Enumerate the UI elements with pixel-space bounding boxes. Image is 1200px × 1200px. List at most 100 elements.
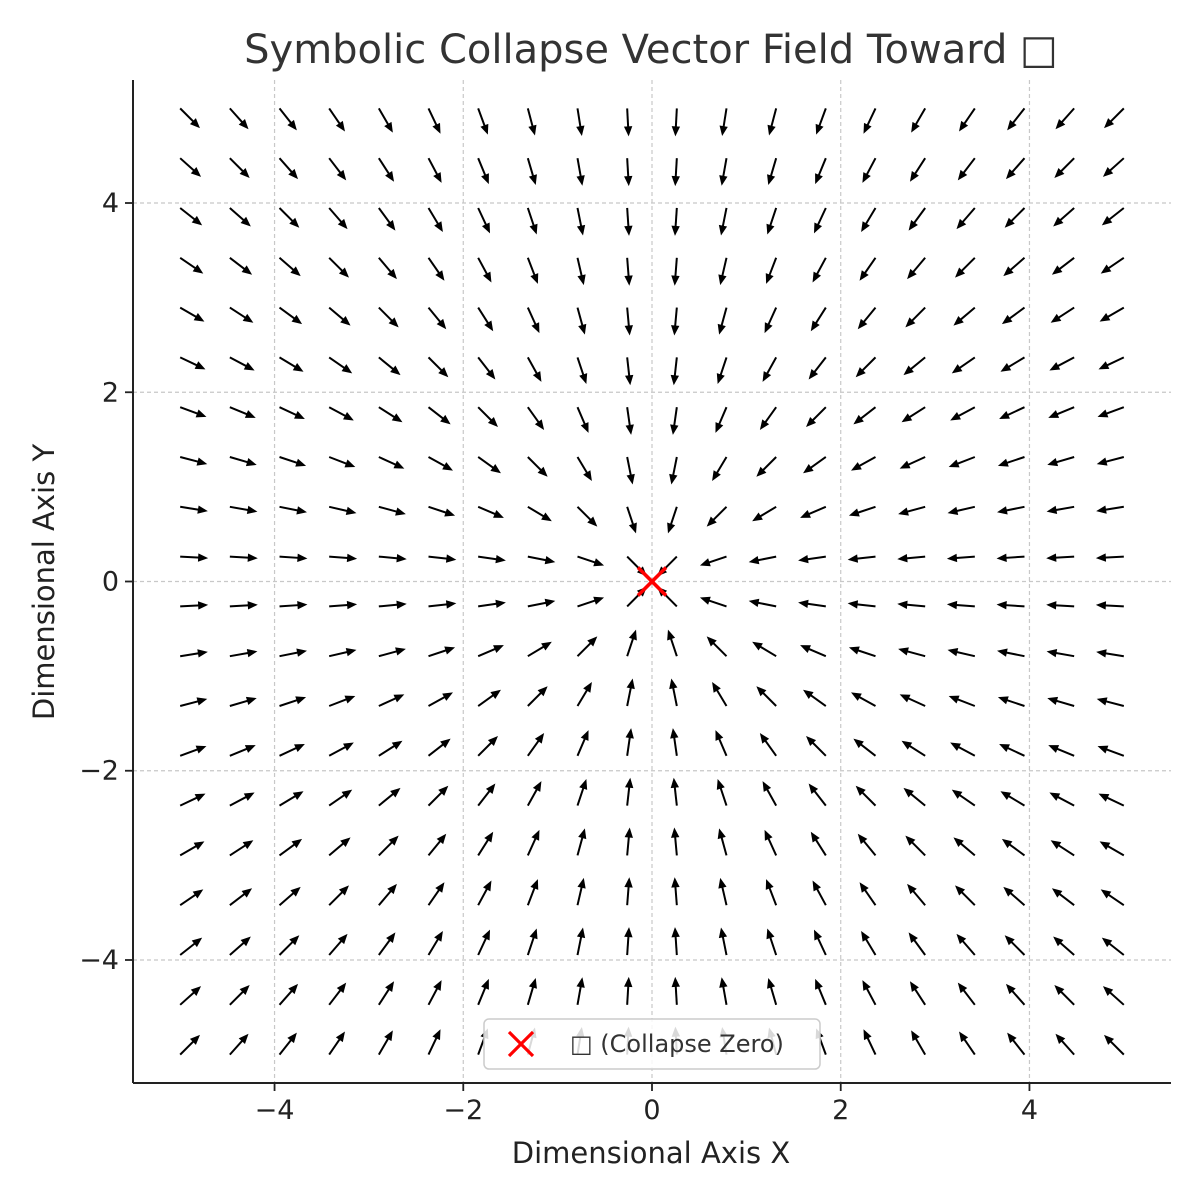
field-arrow (997, 648, 1025, 658)
field-arrow (378, 406, 403, 423)
field-arrow (328, 695, 356, 707)
field-arrow (671, 827, 680, 856)
field-arrow (427, 157, 442, 183)
field-arrow (179, 986, 202, 1006)
field-arrow (378, 647, 406, 658)
field-arrow (179, 356, 206, 370)
field-arrow (808, 356, 827, 380)
field-arrow (1004, 935, 1026, 956)
field-arrow (764, 307, 778, 334)
y-tick-label: 0 (102, 567, 119, 598)
field-arrow (1100, 256, 1125, 274)
field-arrow (427, 406, 451, 425)
field-arrow (671, 877, 680, 906)
field-arrow (477, 356, 496, 380)
field-arrow (1096, 697, 1125, 707)
field-arrow (624, 357, 634, 386)
field-arrow (756, 456, 777, 477)
field-arrow (715, 406, 728, 433)
field-arrow (576, 207, 586, 236)
field-arrow (328, 885, 349, 906)
field-arrow (1048, 745, 1075, 757)
field-arrow (576, 158, 585, 186)
field-arrow (328, 789, 353, 807)
field-arrow (813, 929, 827, 956)
field-arrow (378, 981, 395, 1006)
field-arrow (279, 505, 307, 515)
field-arrow (851, 692, 876, 707)
field-arrow (180, 505, 208, 514)
field-arrow (576, 681, 592, 707)
field-arrow (759, 406, 777, 430)
field-arrow (624, 307, 633, 336)
field-arrow (1046, 601, 1075, 610)
field-arrow (897, 554, 926, 563)
field-arrow (712, 681, 728, 707)
field-arrow (812, 257, 827, 283)
field-arrow (378, 554, 407, 563)
field-arrow (859, 882, 877, 906)
field-arrow (1104, 107, 1125, 129)
field-arrow (953, 306, 976, 326)
field-arrow (229, 456, 257, 467)
field-arrow (899, 694, 926, 707)
field-arrow (1046, 648, 1075, 658)
field-arrow (428, 600, 457, 609)
field-arrow (526, 307, 540, 334)
field-arrow (1005, 157, 1026, 180)
field-arrow (999, 743, 1025, 757)
field-arrow (996, 553, 1025, 562)
field-arrow (378, 787, 401, 807)
legend-box (483, 1018, 821, 1070)
field-arrow (1000, 791, 1026, 807)
field-arrow (997, 505, 1025, 515)
field-arrow (855, 356, 877, 378)
field-arrow (1001, 306, 1026, 325)
field-arrow (957, 157, 976, 181)
field-arrow (748, 555, 777, 565)
field-arrow (427, 738, 451, 757)
field-arrow (699, 555, 727, 567)
field-arrow (624, 257, 633, 286)
field-arrow (527, 641, 552, 658)
field-arrow (956, 207, 976, 230)
field-arrow (717, 828, 728, 856)
field-arrow (1049, 356, 1075, 371)
field-arrow (1097, 406, 1125, 418)
field-arrow (427, 833, 447, 857)
field-arrow (803, 689, 827, 707)
field-arrow (815, 108, 827, 135)
field-arrow (947, 505, 976, 515)
field-arrow (427, 980, 442, 1006)
field-arrow (1095, 601, 1124, 610)
field-arrow (1096, 649, 1124, 658)
y-tick-label: −2 (79, 756, 119, 787)
field-arrow (898, 505, 926, 516)
x-tick-label: −4 (255, 1095, 295, 1126)
field-arrow (718, 877, 728, 906)
field-arrow (909, 981, 926, 1006)
field-arrow (1004, 207, 1026, 228)
field-arrow (806, 406, 827, 427)
field-arrow (959, 107, 976, 132)
field-arrow (329, 553, 358, 563)
field-arrow (179, 456, 208, 466)
field-arrow (179, 256, 204, 274)
field-arrow (626, 629, 637, 657)
field-arrow (1097, 745, 1125, 757)
field-arrow (328, 982, 347, 1006)
field-arrow (948, 695, 976, 707)
field-arrow (815, 157, 827, 185)
field-arrow (477, 406, 498, 427)
collapse-zero-marker (636, 566, 668, 597)
field-arrow (576, 977, 585, 1005)
field-arrow (863, 107, 877, 134)
field-arrow (526, 781, 542, 807)
field-arrow (1100, 889, 1125, 907)
field-arrow (179, 793, 206, 807)
field-arrow (179, 841, 205, 857)
field-arrow (765, 879, 778, 906)
field-arrow (766, 928, 778, 956)
field-arrow (378, 257, 397, 280)
field-arrow (576, 456, 592, 482)
